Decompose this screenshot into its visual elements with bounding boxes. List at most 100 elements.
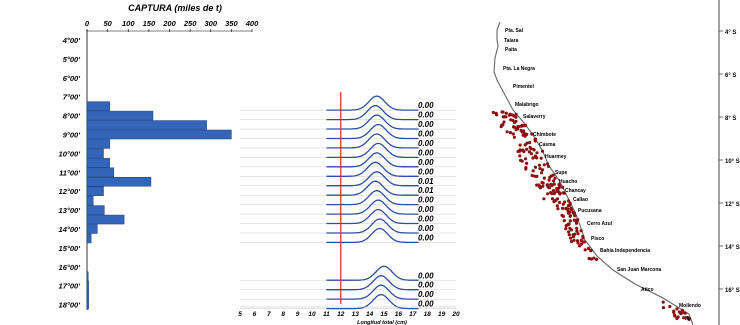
catch-point — [541, 168, 545, 172]
length-curve — [326, 293, 419, 310]
catch-point — [532, 148, 536, 152]
bar — [86, 205, 105, 215]
catch-point — [523, 134, 527, 138]
catch-point — [566, 211, 571, 215]
catch-point — [504, 111, 508, 115]
catch-point — [518, 143, 522, 147]
x-tick-label: 8 — [281, 311, 285, 318]
x-tick-label: 17 — [409, 311, 417, 318]
catch-point — [661, 300, 665, 304]
catch-point — [540, 171, 544, 175]
catch-point — [550, 184, 554, 188]
catch-point — [508, 131, 513, 135]
x-tick-label: 7 — [267, 311, 271, 318]
length-curve — [326, 142, 419, 159]
juvenile-fraction-label: 0.00 — [418, 290, 434, 299]
length-curve — [326, 133, 419, 149]
catch-point — [562, 219, 566, 223]
catch-point — [545, 183, 549, 187]
length-curve — [326, 227, 419, 244]
catch-point — [529, 152, 533, 156]
catch-point — [546, 164, 551, 168]
catch-point — [491, 110, 495, 115]
catch-point — [672, 310, 676, 314]
catch-point — [551, 189, 556, 193]
catch-point — [535, 151, 539, 155]
x-tick-label: 18 — [424, 311, 432, 318]
catch-point — [571, 210, 575, 215]
length-curve — [326, 161, 419, 177]
catch-point — [540, 149, 545, 153]
lat-tick-label: 7°00' — [63, 93, 81, 102]
catch-point — [530, 173, 534, 178]
juvenile-fraction-label: 0.01 — [418, 186, 434, 195]
bar — [86, 195, 94, 206]
catch-point — [589, 248, 593, 252]
catch-point — [542, 163, 546, 167]
catch-point — [502, 120, 506, 124]
catch-point — [552, 200, 556, 204]
catch-point — [533, 165, 537, 169]
catch-point — [569, 228, 573, 232]
length-curve — [326, 152, 419, 168]
place-label: Pimentel — [513, 84, 534, 90]
catch-point — [568, 219, 572, 223]
catch-bar-chart: CAPTURA (miles de t) 0 50 100 150 200 250 300 35… — [59, 3, 259, 310]
place-label: Talara — [504, 38, 519, 44]
catch-point — [534, 155, 538, 159]
place-label: Salaverry — [523, 114, 546, 120]
catch-point — [548, 175, 552, 179]
catch-point — [518, 154, 522, 158]
catch-point — [528, 141, 532, 145]
place-label: San Juan Marcona — [617, 267, 661, 273]
place-label: Ilo — [685, 316, 691, 322]
catch-point — [686, 315, 690, 320]
catch-point — [557, 200, 562, 205]
place-label: Malabrigo — [515, 102, 539, 108]
catch-point — [574, 221, 579, 225]
x-tick-label: 0 — [85, 19, 90, 28]
bar — [86, 177, 152, 187]
catch-point — [540, 180, 544, 185]
lat-tick-label: 11°00' — [59, 168, 80, 177]
catch-point — [586, 246, 591, 251]
lat-tick-label: 10° S — [725, 159, 740, 165]
juvenile-fraction-label: 0.00 — [418, 300, 434, 309]
catch-point — [530, 132, 534, 136]
x-tick-label: 100 — [122, 19, 135, 28]
lat-tick-label: 6° S — [725, 73, 736, 79]
catch-point — [578, 244, 582, 248]
catch-point — [561, 206, 565, 210]
place-label: Atico — [641, 287, 654, 293]
catch-point — [582, 240, 586, 244]
lat-tick-label: 12° S — [725, 202, 740, 208]
catch-point — [514, 115, 518, 119]
bar — [86, 120, 207, 130]
juvenile-fraction-label: 0.00 — [418, 158, 434, 167]
catch-point — [545, 162, 550, 166]
catch-point — [561, 191, 565, 195]
lat-tick-label: 5°00' — [63, 55, 81, 64]
catch-point — [575, 229, 579, 233]
x-tick-label: 300 — [204, 19, 217, 28]
x-tick-label: 400 — [245, 19, 259, 28]
catch-point — [576, 241, 580, 245]
catch-point — [579, 238, 583, 243]
catch-point — [552, 191, 556, 196]
catch-point — [542, 197, 546, 201]
catch-point — [550, 197, 555, 201]
bar — [86, 271, 89, 281]
length-curve — [326, 218, 419, 234]
length-curve — [326, 189, 419, 206]
lat-tick-label: 13°00' — [59, 206, 81, 215]
catch-point — [569, 236, 573, 240]
x-tick-label: 5 — [238, 311, 242, 318]
chart-title: CAPTURA (miles de t) — [128, 3, 222, 13]
catch-point — [524, 157, 528, 161]
catch-point — [538, 186, 542, 190]
x-tick-label: 150 — [143, 19, 156, 28]
place-label: Bahía Independencia — [600, 248, 650, 254]
catch-point — [673, 314, 677, 318]
bar — [86, 186, 104, 196]
lat-tick-label: 9°00' — [63, 131, 81, 140]
